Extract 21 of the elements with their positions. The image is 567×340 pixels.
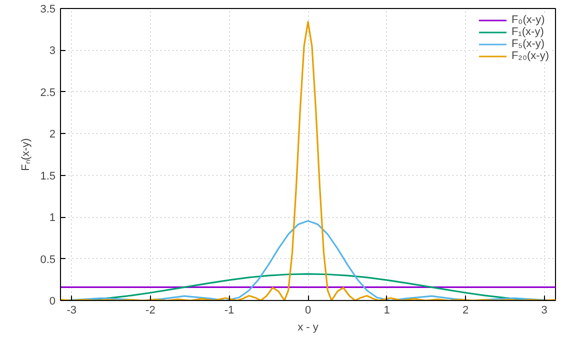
legend-label: F₅(x-y): [511, 38, 545, 50]
y-axis-title: Fₙ(x-y): [20, 138, 32, 171]
legend-label: F₁(x-y): [511, 26, 544, 38]
y-tick-label: 0: [49, 296, 56, 308]
y-tick-label: 2.5: [40, 86, 56, 99]
x-tick-label: -2: [146, 304, 156, 316]
y-tick-label: 3.5: [40, 4, 56, 16]
x-tick-label: -3: [66, 304, 77, 316]
y-tick-label: 1: [49, 212, 56, 224]
x-axis-title: x - y: [298, 322, 319, 334]
y-tick-label: 1.5: [40, 170, 56, 182]
x-tick-label: -1: [224, 304, 234, 316]
x-tick-label: 1: [384, 304, 390, 316]
y-tick-label: 2: [49, 128, 56, 141]
legend-label: F₂₀(x-y): [511, 50, 549, 62]
x-tick-label: 0: [304, 304, 312, 316]
y-tick-label: 3: [49, 45, 56, 58]
legend-label: F₀(x-y): [511, 14, 545, 26]
x-tick-label: 3: [541, 304, 548, 316]
y-tick-label: 0.5: [40, 254, 56, 266]
x-tick-label: 2: [462, 304, 469, 316]
